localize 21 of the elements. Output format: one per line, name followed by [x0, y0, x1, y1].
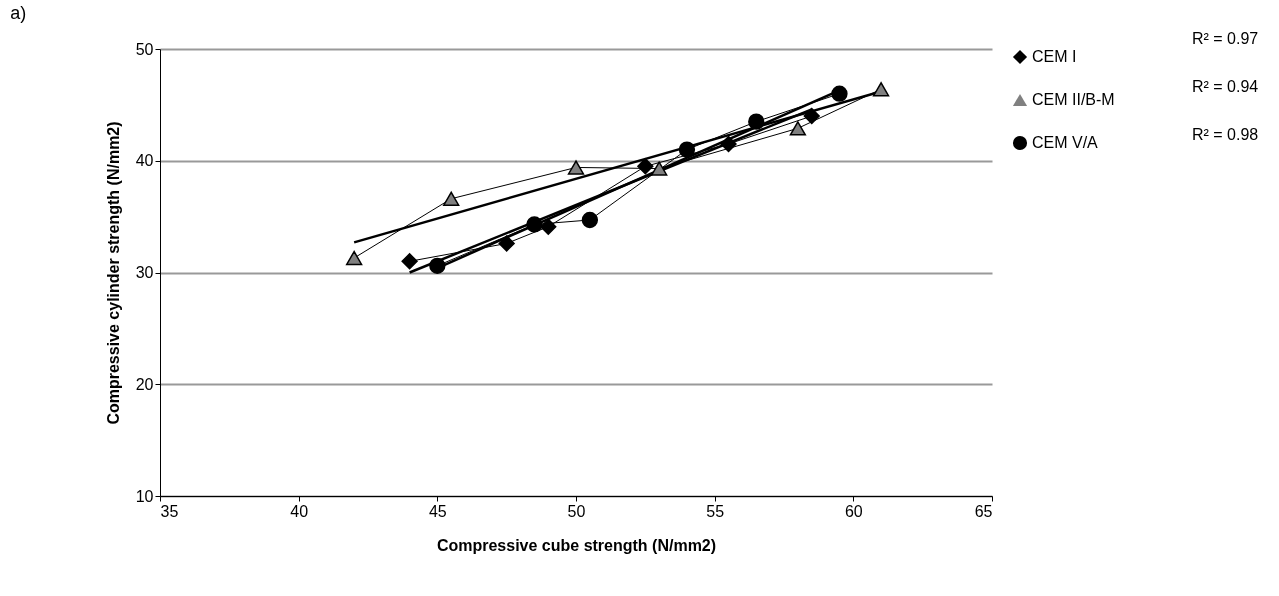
- text: R² = 0.98: [1192, 126, 1259, 143]
- chart-title: a): [10, 3, 27, 23]
- x-tick-label: 50: [567, 502, 586, 520]
- x-tick-label: 45: [428, 502, 447, 520]
- x-tick-label: 65: [974, 502, 993, 520]
- y-tick-label: 30: [135, 264, 154, 281]
- x-tick-label: 40: [290, 502, 309, 520]
- x-axis-title: Compressive cube strength (N/mm2): [436, 536, 717, 554]
- text: R² = 0.94: [1192, 78, 1259, 95]
- text: R² = 0.97: [1192, 30, 1259, 47]
- x-tick-label: 55: [706, 502, 725, 520]
- y-tick-label: 40: [135, 152, 154, 170]
- y-tick-label: 50: [135, 40, 154, 58]
- y-axis-title: Compressive cylinder strength (N/mm2): [104, 121, 122, 425]
- x-tick-label: 35: [160, 502, 179, 520]
- x-tick-label: 60: [844, 502, 863, 520]
- legend-label: CEM V/A: [1032, 134, 1099, 151]
- legend-label: CEM I: [1032, 48, 1077, 65]
- y-tick-label: 20: [135, 375, 154, 393]
- y-tick-label: 10: [135, 487, 154, 505]
- legend-label: CEM II/B-M: [1032, 91, 1115, 108]
